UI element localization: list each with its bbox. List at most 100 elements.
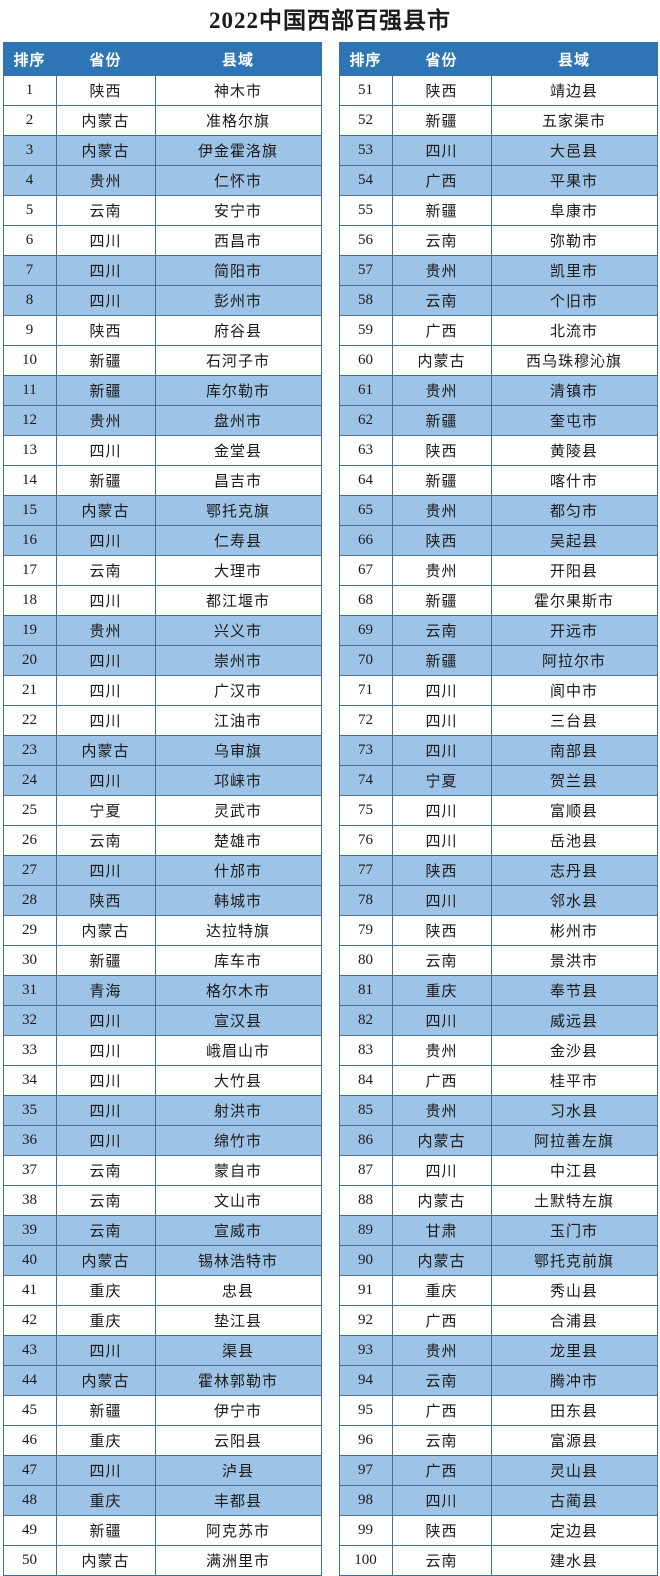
province-cell: 新疆: [55, 375, 156, 406]
table-row: 94 云南 腾冲市: [338, 1365, 658, 1396]
table-row: 87 四川 中江县: [338, 1155, 658, 1186]
county-cell: 神木市: [154, 75, 322, 106]
county-cell: 凯里市: [490, 255, 658, 286]
table-row: 29 内蒙古 达拉特旗: [2, 915, 322, 946]
table-row: 80 云南 景洪市: [338, 945, 658, 976]
county-cell: 贺兰县: [490, 765, 658, 796]
rank-cell: 28: [2, 885, 57, 916]
county-cell: 富源县: [490, 1425, 658, 1456]
county-cell: 邛崃市: [154, 765, 322, 796]
province-cell: 云南: [55, 555, 156, 586]
table-row: 73 四川 南部县: [338, 735, 658, 766]
table-row: 36 四川 绵竹市: [2, 1125, 322, 1156]
county-cell: 昌吉市: [154, 465, 322, 496]
table-row: 41 重庆 忠县: [2, 1275, 322, 1306]
table-row: 54 广西 平果市: [338, 165, 658, 196]
county-cell: 阜康市: [490, 195, 658, 226]
table-row: 76 四川 岳池县: [338, 825, 658, 856]
province-cell: 四川: [55, 585, 156, 616]
table-row: 8 四川 彭州市: [2, 285, 322, 316]
province-cell: 新疆: [391, 405, 492, 436]
province-cell: 云南: [391, 225, 492, 256]
rank-cell: 74: [338, 765, 393, 796]
county-cell: 乌审旗: [154, 735, 322, 766]
table-row: 21 四川 广汉市: [2, 675, 322, 706]
rank-cell: 26: [2, 825, 57, 856]
rank-cell: 91: [338, 1275, 393, 1306]
province-cell: 甘肃: [391, 1215, 492, 1246]
province-cell: 贵州: [391, 555, 492, 586]
province-cell: 四川: [391, 1005, 492, 1036]
table-row: 95 广西 田东县: [338, 1395, 658, 1426]
rank-cell: 81: [338, 975, 393, 1006]
table-row: 35 四川 射洪市: [2, 1095, 322, 1126]
table-row: 19 贵州 兴义市: [2, 615, 322, 646]
province-cell: 云南: [391, 1365, 492, 1396]
county-cell: 都江堰市: [154, 585, 322, 616]
county-cell: 垫江县: [154, 1305, 322, 1336]
county-cell: 盘州市: [154, 405, 322, 436]
table-row: 45 新疆 伊宁市: [2, 1395, 322, 1426]
table-row: 38 云南 文山市: [2, 1185, 322, 1216]
county-cell: 文山市: [154, 1185, 322, 1216]
table-row: 39 云南 宣威市: [2, 1215, 322, 1246]
rank-cell: 7: [2, 255, 57, 286]
province-cell: 四川: [391, 735, 492, 766]
province-cell: 四川: [391, 135, 492, 166]
province-cell: 四川: [55, 1065, 156, 1096]
rank-cell: 93: [338, 1335, 393, 1366]
table-row: 49 新疆 阿克苏市: [2, 1515, 322, 1546]
rank-cell: 32: [2, 1005, 57, 1036]
province-cell: 四川: [391, 825, 492, 856]
rank-cell: 2: [2, 105, 57, 136]
county-cell: 喀什市: [490, 465, 658, 496]
province-cell: 云南: [55, 1185, 156, 1216]
county-cell: 库车市: [154, 945, 322, 976]
province-cell: 广西: [391, 315, 492, 346]
table-row: 32 四川 宣汉县: [2, 1005, 322, 1036]
county-cell: 灵武市: [154, 795, 322, 826]
rank-cell: 86: [338, 1125, 393, 1156]
county-cell: 土默特左旗: [490, 1185, 658, 1216]
table-row: 50 内蒙古 满洲里市: [2, 1545, 322, 1576]
province-cell: 贵州: [55, 405, 156, 436]
table-row: 43 四川 渠县: [2, 1335, 322, 1366]
table-row: 40 内蒙古 锡林浩特市: [2, 1245, 322, 1276]
province-cell: 贵州: [391, 375, 492, 406]
table-row: 61 贵州 清镇市: [338, 375, 658, 406]
county-cell: 云阳县: [154, 1425, 322, 1456]
rank-cell: 15: [2, 495, 57, 526]
rank-cell: 36: [2, 1125, 57, 1156]
county-cell: 大理市: [154, 555, 322, 586]
rank-cell: 19: [2, 615, 57, 646]
county-cell: 五家渠市: [490, 105, 658, 136]
county-cell: 仁寿县: [154, 525, 322, 556]
province-cell: 新疆: [55, 465, 156, 496]
county-cell: 峨眉山市: [154, 1035, 322, 1066]
county-cell: 秀山县: [490, 1275, 658, 1306]
county-cell: 简阳市: [154, 255, 322, 286]
county-cell: 黄陵县: [490, 435, 658, 466]
rank-cell: 1: [2, 75, 57, 106]
table-row: 100 云南 建水县: [338, 1545, 658, 1576]
table-row: 33 四川 峨眉山市: [2, 1035, 322, 1066]
province-cell: 四川: [391, 885, 492, 916]
rank-cell: 61: [338, 375, 393, 406]
table-row: 67 贵州 开阳县: [338, 555, 658, 586]
rank-cell: 5: [2, 195, 57, 226]
table-row: 34 四川 大竹县: [2, 1065, 322, 1096]
province-cell: 贵州: [391, 1335, 492, 1366]
rank-cell: 94: [338, 1365, 393, 1396]
county-cell: 弥勒市: [490, 225, 658, 256]
province-cell: 重庆: [55, 1275, 156, 1306]
rank-cell: 12: [2, 405, 57, 436]
rank-cell: 33: [2, 1035, 57, 1066]
table-row: 66 陕西 吴起县: [338, 525, 658, 556]
tables-container: 排序 省份 县域 1 陕西 神木市 2 内蒙古 准格尔旗 3 内蒙古 伊金霍洛旗 4 贵州 仁怀市 5 云…: [0, 42, 660, 1576]
county-cell: 绵竹市: [154, 1125, 322, 1156]
rank-cell: 67: [338, 555, 393, 586]
province-cell: 四川: [55, 255, 156, 286]
table-row: 97 广西 灵山县: [338, 1455, 658, 1486]
table-row: 91 重庆 秀山县: [338, 1275, 658, 1306]
county-cell: 威远县: [490, 1005, 658, 1036]
